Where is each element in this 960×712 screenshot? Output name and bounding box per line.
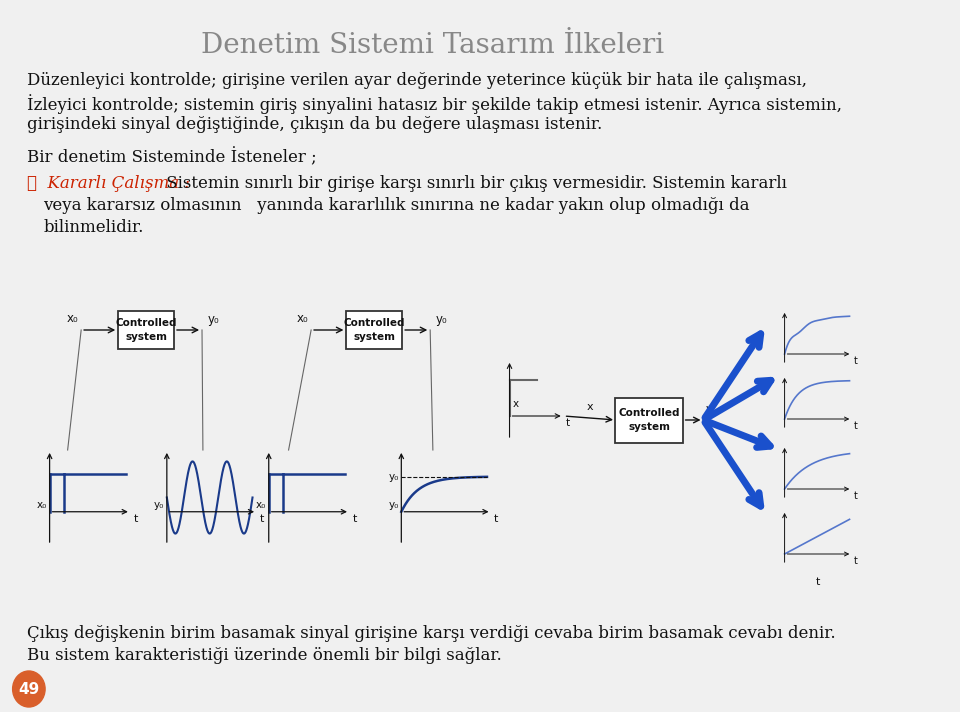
Text: y₀: y₀: [388, 500, 398, 510]
FancyBboxPatch shape: [615, 397, 684, 442]
FancyBboxPatch shape: [347, 311, 402, 349]
Text: Çıkış değişkenin birim basamak sinyal girişine karşı verdiği cevaba birim basama: Çıkış değişkenin birim basamak sinyal gi…: [27, 625, 835, 642]
Text: Bu sistem karakteristiği üzerinde önemli bir bilgi sağlar.: Bu sistem karakteristiği üzerinde önemli…: [27, 647, 502, 664]
FancyBboxPatch shape: [118, 311, 174, 349]
Text: Controlled: Controlled: [344, 318, 405, 328]
Text: x₀: x₀: [36, 500, 47, 510]
Text: y₀: y₀: [436, 313, 447, 327]
Text: t: t: [854, 491, 858, 501]
Text: y₀: y₀: [388, 471, 398, 481]
Text: t: t: [260, 514, 264, 524]
Text: girişindeki sinyal değiştiğinde, çıkışın da bu değere ulaşması istenir.: girişindeki sinyal değiştiğinde, çıkışın…: [27, 116, 602, 133]
Text: t: t: [854, 421, 858, 431]
Text: x₀: x₀: [66, 312, 78, 325]
Text: veya kararsız olmasının   yanında kararlılık sınırına ne kadar yakın olup olmadı: veya kararsız olmasının yanında kararlıl…: [43, 197, 750, 214]
Text: Controlled: Controlled: [115, 318, 177, 328]
Text: t: t: [565, 418, 569, 428]
Circle shape: [12, 671, 45, 707]
Text: Sistemin sınırlı bir girişe karşı sınırlı bir çıkış vermesidir. Sistemin kararlı: Sistemin sınırlı bir girişe karşı sınırl…: [160, 175, 786, 192]
Text: Denetim Sistemi Tasarım İlkeleri: Denetim Sistemi Tasarım İlkeleri: [202, 32, 664, 59]
Text: t: t: [854, 556, 858, 566]
Text: y: y: [706, 404, 712, 417]
Text: system: system: [125, 332, 167, 342]
Text: t: t: [352, 514, 357, 524]
Text: bilinmelidir.: bilinmelidir.: [43, 219, 144, 236]
Text: Düzenleyici kontrolde; girişine verilen ayar değerinde yeterince küçük bir hata : Düzenleyici kontrolde; girişine verilen …: [27, 72, 807, 89]
Text: x: x: [587, 402, 593, 412]
Text: t: t: [494, 514, 498, 524]
Text: Bir denetim Sisteminde İsteneler ;: Bir denetim Sisteminde İsteneler ;: [27, 148, 317, 167]
Text: t: t: [854, 356, 858, 366]
Text: t: t: [816, 577, 821, 587]
Text: y₀: y₀: [154, 500, 164, 510]
Text: t: t: [133, 514, 138, 524]
Text: system: system: [353, 332, 396, 342]
Text: x: x: [513, 399, 518, 409]
Text: İzleyici kontrolde; sistemin giriş sinyalini hatasız bir şekilde takip etmesi is: İzleyici kontrolde; sistemin giriş sinya…: [27, 94, 842, 114]
Text: y₀: y₀: [207, 313, 219, 327]
Text: ❖  Kararlı Çalışma :: ❖ Kararlı Çalışma :: [27, 175, 190, 192]
Text: Controlled: Controlled: [618, 408, 680, 418]
Text: system: system: [628, 422, 670, 432]
Text: 49: 49: [18, 681, 39, 696]
Text: x₀: x₀: [297, 312, 308, 325]
Text: x₀: x₀: [255, 500, 266, 510]
